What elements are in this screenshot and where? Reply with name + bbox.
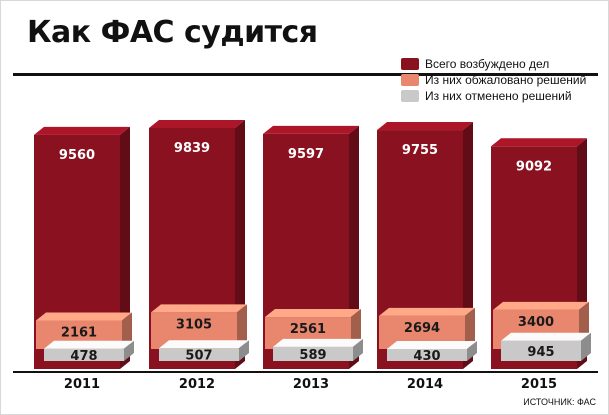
legend-swatch-cancelled [401,90,419,102]
bar-total-2015-top [491,138,587,147]
x-tick-label-2013: 2013 [293,377,329,392]
bar-total-2013-side [349,125,359,369]
label-total-2015: 9092 [516,159,552,174]
bar-cancelled-2012-top [159,340,249,349]
bar-cancelled-2013-side [353,338,363,361]
bar-total-2011-top [34,126,130,135]
bar-cancelled-2014-side [467,341,477,361]
x-tick-label-2011: 2011 [64,377,100,392]
bar-appealed-2014-top [379,307,475,316]
bar-appealed-2011-side [122,312,132,349]
bar-appealed-2011-top [36,312,132,321]
bar-appealed-2012-top [151,304,247,313]
bar-appealed-2012-side [237,304,247,349]
bar-cancelled-2015-top [501,332,591,341]
label-appealed-2014: 2694 [404,321,440,336]
legend-label-appealed: Из них обжаловано решений [425,73,587,87]
bar-cancelled-2011-side [124,340,134,361]
source-note: ИСТОЧНИК: ФАС [523,397,596,407]
bar-cancelled-2013 [273,346,353,361]
label-appealed-2012: 3105 [176,317,212,332]
label-cancelled-2013: 589 [299,348,326,363]
label-cancelled-2011: 478 [70,349,97,364]
bar-total-2013-top [263,125,359,134]
bar-total-2014-top [377,122,473,131]
bar-cancelled-2011-top [44,340,134,349]
bar-total-2011-side [120,126,130,369]
legend-item-appealed: Из них обжаловано решений [401,72,586,88]
label-cancelled-2014: 430 [413,349,440,364]
legend-swatch-total [401,58,419,70]
bar-cancelled-2012-side [239,340,249,361]
chart-title: Как ФАС судится [27,15,318,50]
x-tick-label-2015: 2015 [521,377,557,392]
legend-label-cancelled: Из них отменено решений [425,89,572,103]
x-tick-label-2012: 2012 [179,377,215,392]
bar-cancelled-2014-top [387,341,477,349]
bar-cancelled-2011 [44,348,124,361]
title-divider [13,73,598,76]
legend-label-total: Всего возбуждено дел [425,57,550,71]
label-total-2012: 9839 [174,141,210,156]
legend-item-total: Всего возбуждено дел [401,56,549,72]
label-total-2014: 9755 [402,143,438,158]
bar-appealed-2015-top [493,301,589,310]
bar-cancelled-2014 [387,349,467,361]
bar-cancelled-2015-side [581,332,591,361]
bar-appealed-2014-side [465,307,475,349]
bar-cancelled-2012 [159,348,239,361]
label-appealed-2011: 2161 [61,325,97,340]
bar-cancelled-2013-top [273,338,363,347]
bar-appealed-2013-top [265,309,361,318]
label-total-2011: 9560 [59,148,95,163]
label-appealed-2015: 3400 [518,315,554,330]
legend-swatch-appealed [401,74,419,86]
label-appealed-2013: 2561 [290,322,326,337]
bar-cancelled-2015 [501,340,581,361]
label-cancelled-2015: 945 [527,345,554,360]
label-cancelled-2012: 507 [185,349,212,364]
label-total-2013: 9597 [288,147,324,162]
bar-total-2014-side [463,122,473,369]
bar-total-2012-top [149,120,245,128]
legend-item-cancelled: Из них отменено решений [401,88,572,104]
x-tick-label-2014: 2014 [407,377,443,392]
